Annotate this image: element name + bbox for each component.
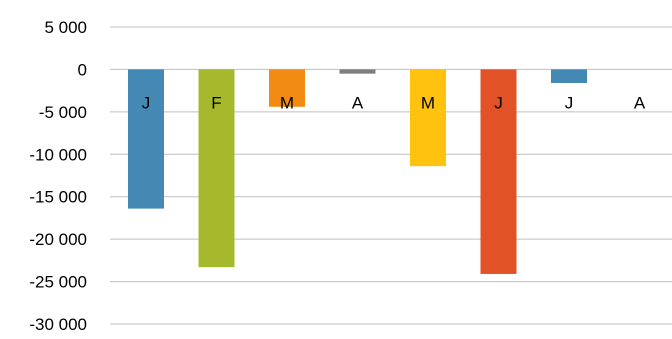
y-tick-label: -20 000 — [29, 230, 87, 249]
y-tick-label: -10 000 — [29, 145, 87, 164]
category-label: M — [280, 93, 294, 112]
bars — [128, 69, 587, 274]
category-label: A — [352, 93, 364, 112]
category-label: M — [421, 93, 435, 112]
bar — [269, 69, 305, 107]
bar — [128, 69, 164, 209]
category-label: A — [634, 93, 646, 112]
y-axis-tick-labels: 5 000 0 -5 000 -10 000 -15 000 -20 000 -25 000… — [29, 18, 87, 334]
y-tick-label: -5 000 — [39, 103, 87, 122]
bar — [480, 69, 517, 274]
category-label: F — [211, 93, 221, 112]
y-tick-label: 5 000 — [44, 18, 87, 37]
category-label: J — [494, 93, 503, 112]
category-label: J — [142, 93, 151, 112]
bar — [339, 69, 376, 74]
y-tick-label: 0 — [78, 60, 87, 79]
bar — [551, 69, 587, 84]
y-tick-label: -15 000 — [29, 188, 87, 207]
bar — [410, 69, 446, 167]
bar — [198, 69, 235, 268]
y-tick-label: -25 000 — [29, 273, 87, 292]
category-label: J — [565, 93, 574, 112]
gridlines — [110, 26, 672, 325]
y-tick-label: -30 000 — [29, 315, 87, 334]
